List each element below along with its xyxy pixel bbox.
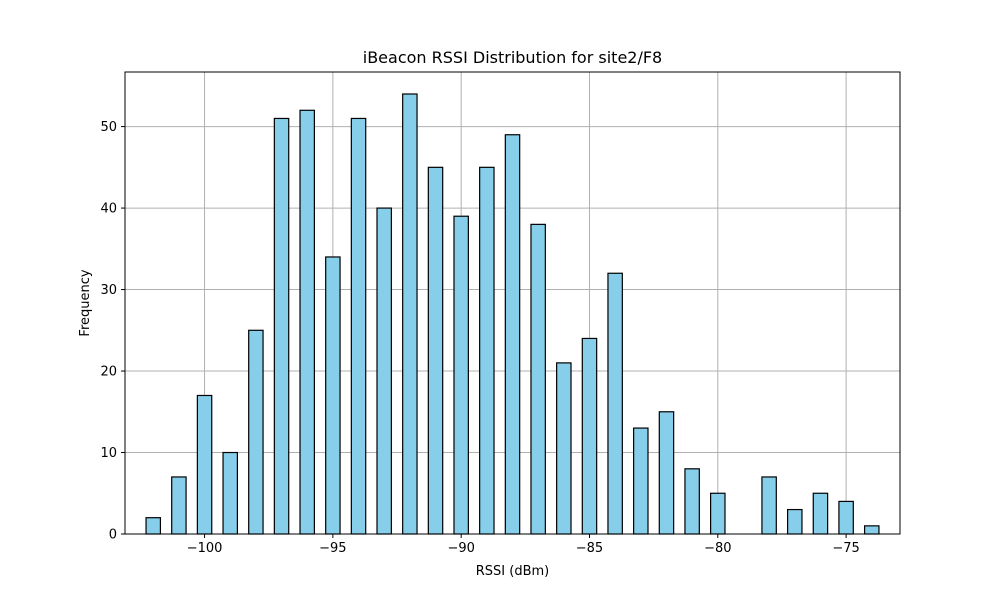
histogram-bar xyxy=(145,517,162,535)
histogram-bar xyxy=(761,476,777,535)
y-tick-label: 10 xyxy=(100,446,117,461)
y-tick-label: 50 xyxy=(100,120,117,135)
histogram-bar xyxy=(710,492,726,535)
histogram-bar xyxy=(556,362,572,535)
histogram-bar xyxy=(196,394,213,535)
histogram-bar xyxy=(350,117,367,535)
histogram-bar xyxy=(581,337,598,535)
chart-title: iBeacon RSSI Distribution for site2/F8 xyxy=(363,48,662,67)
histogram-bar xyxy=(530,223,546,535)
histogram-bar xyxy=(607,272,623,535)
histogram-bar xyxy=(838,500,854,535)
y-tick-label: 0 xyxy=(109,528,117,543)
histogram-bar xyxy=(402,93,418,535)
histogram-bar xyxy=(222,451,239,535)
x-axis-label: RSSI (dBm) xyxy=(476,564,549,579)
x-tick-label: −80 xyxy=(704,541,731,556)
x-tick-label: −95 xyxy=(319,541,346,556)
histogram-bar xyxy=(171,476,187,535)
histogram-bar xyxy=(504,134,521,535)
histogram-bar xyxy=(376,207,392,535)
histogram-bar xyxy=(479,166,495,535)
histogram-bar xyxy=(453,215,469,535)
y-tick-label: 30 xyxy=(100,283,117,298)
histogram-bar xyxy=(812,492,829,535)
histogram-bar xyxy=(684,468,700,535)
x-tick-label: −90 xyxy=(447,541,474,556)
x-tick-label: −85 xyxy=(576,541,603,556)
y-axis-label: Frequency xyxy=(78,269,93,336)
histogram-bar xyxy=(658,411,675,535)
histogram-bar xyxy=(633,427,649,535)
histogram-bar xyxy=(786,508,803,535)
histogram-bar xyxy=(863,525,880,535)
plot-frame xyxy=(124,71,901,535)
y-tick-label: 20 xyxy=(100,365,117,380)
histogram-bar xyxy=(325,256,341,535)
bars-layer xyxy=(145,93,880,535)
histogram-bar xyxy=(248,329,264,535)
x-tick-label: −100 xyxy=(187,541,223,556)
histogram-bar xyxy=(299,109,315,535)
ticks-layer: −100 −95 −90 −85 −80 −75 0 10 20 30 40 50 xyxy=(100,120,859,556)
histogram-bar xyxy=(427,166,444,535)
y-tick-label: 40 xyxy=(100,202,117,217)
x-tick-label: −75 xyxy=(832,541,859,556)
histogram-bar xyxy=(273,117,290,535)
